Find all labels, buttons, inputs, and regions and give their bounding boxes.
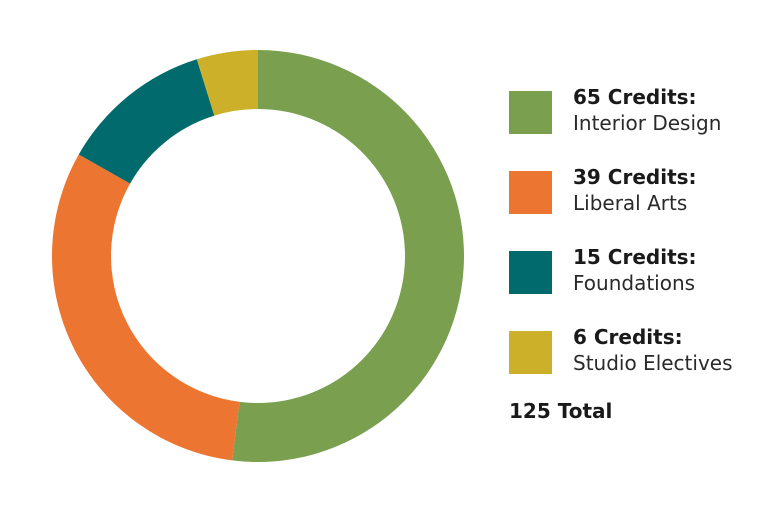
legend-category: Liberal Arts [573, 191, 688, 215]
legend: 65 Credits: Interior Design 39 Credits: … [509, 84, 764, 404]
legend-credits: 6 Credits: [573, 325, 683, 349]
legend-category: Interior Design [573, 111, 722, 135]
legend-item-foundations: 15 Credits: Foundations [509, 244, 764, 324]
donut-slice-foundations [78, 59, 215, 184]
legend-text: 15 Credits: Foundations [573, 244, 697, 296]
legend-swatch [509, 91, 552, 134]
legend-text: 39 Credits: Liberal Arts [573, 164, 697, 216]
donut-slice-interior-design [232, 50, 464, 462]
legend-item-studio-electives: 6 Credits: Studio Electives [509, 324, 764, 404]
legend-swatch [509, 171, 552, 214]
donut-slice-liberal-arts [51, 154, 240, 461]
donut-slice-studio-electives [196, 50, 258, 116]
legend-text: 6 Credits: Studio Electives [573, 324, 733, 376]
legend-credits: 65 Credits: [573, 85, 697, 109]
total-label: 125 Total [509, 399, 613, 423]
legend-text: 65 Credits: Interior Design [573, 84, 721, 136]
legend-credits: 15 Credits: [573, 245, 697, 269]
legend-item-interior-design: 65 Credits: Interior Design [509, 84, 764, 164]
legend-item-liberal-arts: 39 Credits: Liberal Arts [509, 164, 764, 244]
legend-swatch [509, 251, 552, 294]
legend-swatch [509, 331, 552, 374]
legend-credits: 39 Credits: [573, 165, 697, 189]
legend-category: Studio Electives [573, 351, 733, 375]
legend-category: Foundations [573, 271, 696, 295]
